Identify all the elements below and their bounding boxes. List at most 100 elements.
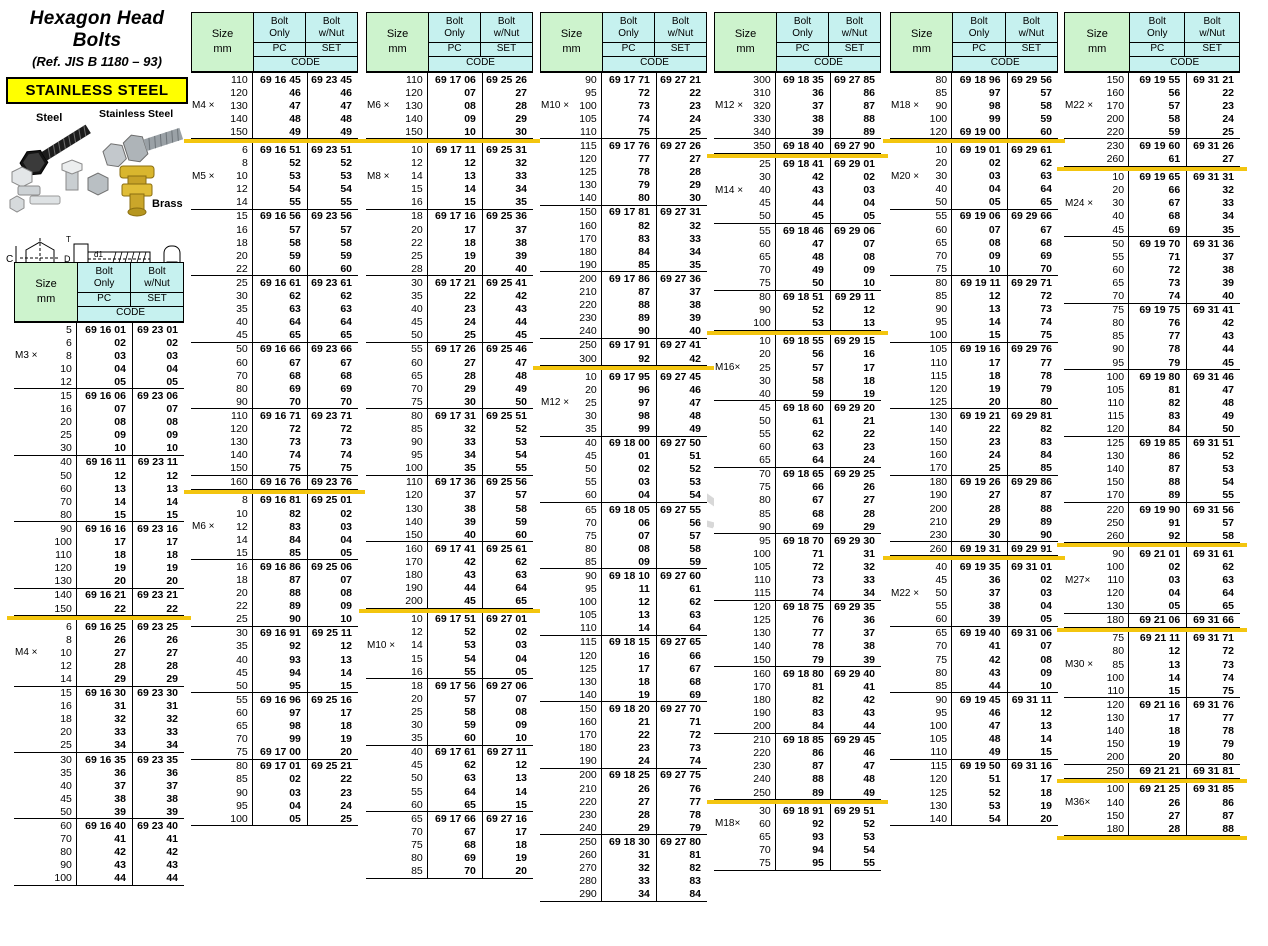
table-row: 75 69 17 00 20 [191, 745, 358, 759]
bolt-with-nut-code-cell: 12 [340, 640, 352, 653]
bolt-with-nut-code-cell: 52 [340, 157, 352, 170]
size-cell: 120 [890, 772, 953, 786]
bolt-only-code-cell: 73 [1129, 276, 1188, 290]
table-row: 45 44 04 [714, 196, 881, 210]
bolt-only-code-cell: 94 [253, 666, 308, 680]
size-value: 75 [935, 262, 948, 275]
table-row: 150 79 39 [714, 653, 881, 667]
bolt-only-code-cell: 17 [602, 662, 657, 676]
bolt-only-code-cell: 75 [602, 125, 657, 139]
section-divider [1057, 543, 1247, 548]
bolt-only-code-cell: 65 [253, 328, 308, 342]
thread-size-label: M30 × [1065, 659, 1094, 671]
bolt-only-code-cell: 27 [1129, 809, 1188, 823]
bolt-only-code-cell: 18 [428, 236, 483, 250]
bolt-with-nut-code-cell: 24 [340, 799, 352, 812]
bolt-with-nut-code-cell: 48 [515, 369, 527, 382]
table-row: 75 68 18 [366, 838, 533, 852]
size-value: 70 [935, 640, 948, 653]
bolt-with-nut-code-cell: 69 25 41 [486, 276, 527, 289]
bolt-only-code-cell: 92 [1129, 529, 1188, 543]
size-group: 180 69 21 06 69 31 66 [1064, 613, 1240, 628]
size-value: 14 [236, 533, 248, 546]
table-row: 20 56 16 [714, 347, 881, 361]
size-value: 28 [411, 262, 423, 275]
size-cell: 70 [1064, 289, 1130, 303]
bolt-only-code-cell: 69 16 21 [77, 588, 133, 602]
size-value: 20 [236, 587, 248, 600]
table-row: 170 83 33 [540, 232, 707, 246]
unit-header-row: PC SET [1130, 43, 1239, 57]
table-row: 105 48 14 [890, 732, 1058, 746]
bolt-only-code-cell: 69 16 91 [253, 626, 308, 640]
bolt-with-nut-code-cell: 69 25 21 [311, 760, 352, 773]
size-cell: 75 [714, 856, 776, 870]
bolt-only-code-cell: 32 [428, 422, 483, 436]
bolt-with-nut-code-cell: 05 [863, 210, 875, 223]
bolt-only-code-cell: 20 [428, 262, 483, 276]
table-row: 45 65 65 [191, 328, 358, 342]
bolt-only-code-cell: 68 [253, 369, 308, 383]
bolt-with-nut-code-cell: 60 [340, 262, 352, 275]
size-cell: 160 [714, 667, 776, 681]
bolt-with-nut-code-cell: 55 [863, 856, 875, 869]
size-value: 130 [579, 179, 597, 192]
size-cell: 35 [191, 639, 253, 654]
size-value: 25 [60, 429, 72, 442]
size-cell: 150 [890, 435, 953, 449]
size-cell: 100 [890, 719, 953, 733]
table-row: 115 74 34 [714, 586, 881, 600]
size-cell: 18 [14, 712, 77, 726]
table-row: 130 69 19 21 69 29 81 [890, 409, 1058, 423]
size-value: 115 [754, 587, 771, 600]
size-value: 20 [1112, 184, 1125, 197]
stainless-bolt-image [102, 127, 184, 168]
table-row: 50 05 65 [890, 195, 1058, 209]
bolt-with-nut-code-cell: 29 [863, 520, 875, 533]
table-row: 16 15 35 [366, 195, 533, 209]
size-value: 50 [411, 772, 423, 785]
size-value: 95 [585, 583, 597, 596]
table-row: 40 59 19 [714, 387, 881, 401]
bolt-with-nut-code-cell: 69 27 41 [660, 339, 701, 352]
bolt-photos-illustration [9, 124, 184, 217]
bolt-only-code-cell: 53 [776, 316, 831, 330]
size-cell: 30 [14, 753, 77, 767]
bolt-only-code-cell: 59 [253, 249, 308, 263]
size-cell: 15 [366, 182, 428, 196]
size-cell: 90 [191, 785, 253, 800]
bolt-only-code-cell: 05 [253, 812, 308, 826]
size-group: 110 69 17 06 69 25 26 120 07 27 M6 × 130 08 28 140… [366, 73, 533, 140]
bolt-with-nut-code-cell: 80 [1040, 395, 1052, 408]
size-value: 200 [405, 595, 423, 608]
size-value: 150 [579, 206, 597, 219]
bolt-only-code-cell: 19 [952, 382, 1008, 396]
size-value: 105 [579, 112, 597, 125]
size-value: 25 [759, 361, 771, 374]
bolt-only-code-cell: 98 [602, 409, 657, 423]
size-value: 70 [236, 369, 248, 382]
table-row: 120 69 19 00 60 [890, 125, 1058, 139]
bolt-with-nut-code-cell: 33 [863, 574, 875, 587]
size-value: 85 [759, 507, 771, 520]
size-value: 120 [230, 86, 248, 99]
bolt-with-nut-code-cell: 18 [1040, 786, 1052, 799]
bolt-only-code-cell: 84 [1129, 422, 1188, 436]
size-group: 90 69 16 16 69 23 16 100 17 17 110 18 18 120 19 19 1… [14, 522, 184, 589]
table-row: 35 99 49 [540, 422, 707, 436]
brass-fitting-image [119, 165, 155, 217]
code-label: CODE [291, 57, 320, 68]
bolt-with-nut-code-cell: 29 [515, 112, 527, 125]
page-subtitle: (Ref. JIS B 1180 – 93) [32, 54, 162, 69]
bolt-only-code-cell: 29 [428, 382, 483, 396]
size-cell: 120 [1064, 422, 1130, 436]
bolt-with-nut-code-cell: 61 [689, 583, 701, 596]
bolt-with-nut-code-cell: 53 [863, 830, 875, 843]
bolt-only-code-cell: 19 [602, 688, 657, 702]
bolt-with-nut-code-cell: 77 [1222, 711, 1234, 724]
size-cell: 150 [14, 601, 77, 616]
size-value: 90 [60, 522, 72, 535]
size-value: 80 [411, 851, 423, 864]
bolt-only-code-cell: 69 17 81 [602, 205, 657, 220]
bolt-only-code-cell: 49 [253, 125, 308, 139]
